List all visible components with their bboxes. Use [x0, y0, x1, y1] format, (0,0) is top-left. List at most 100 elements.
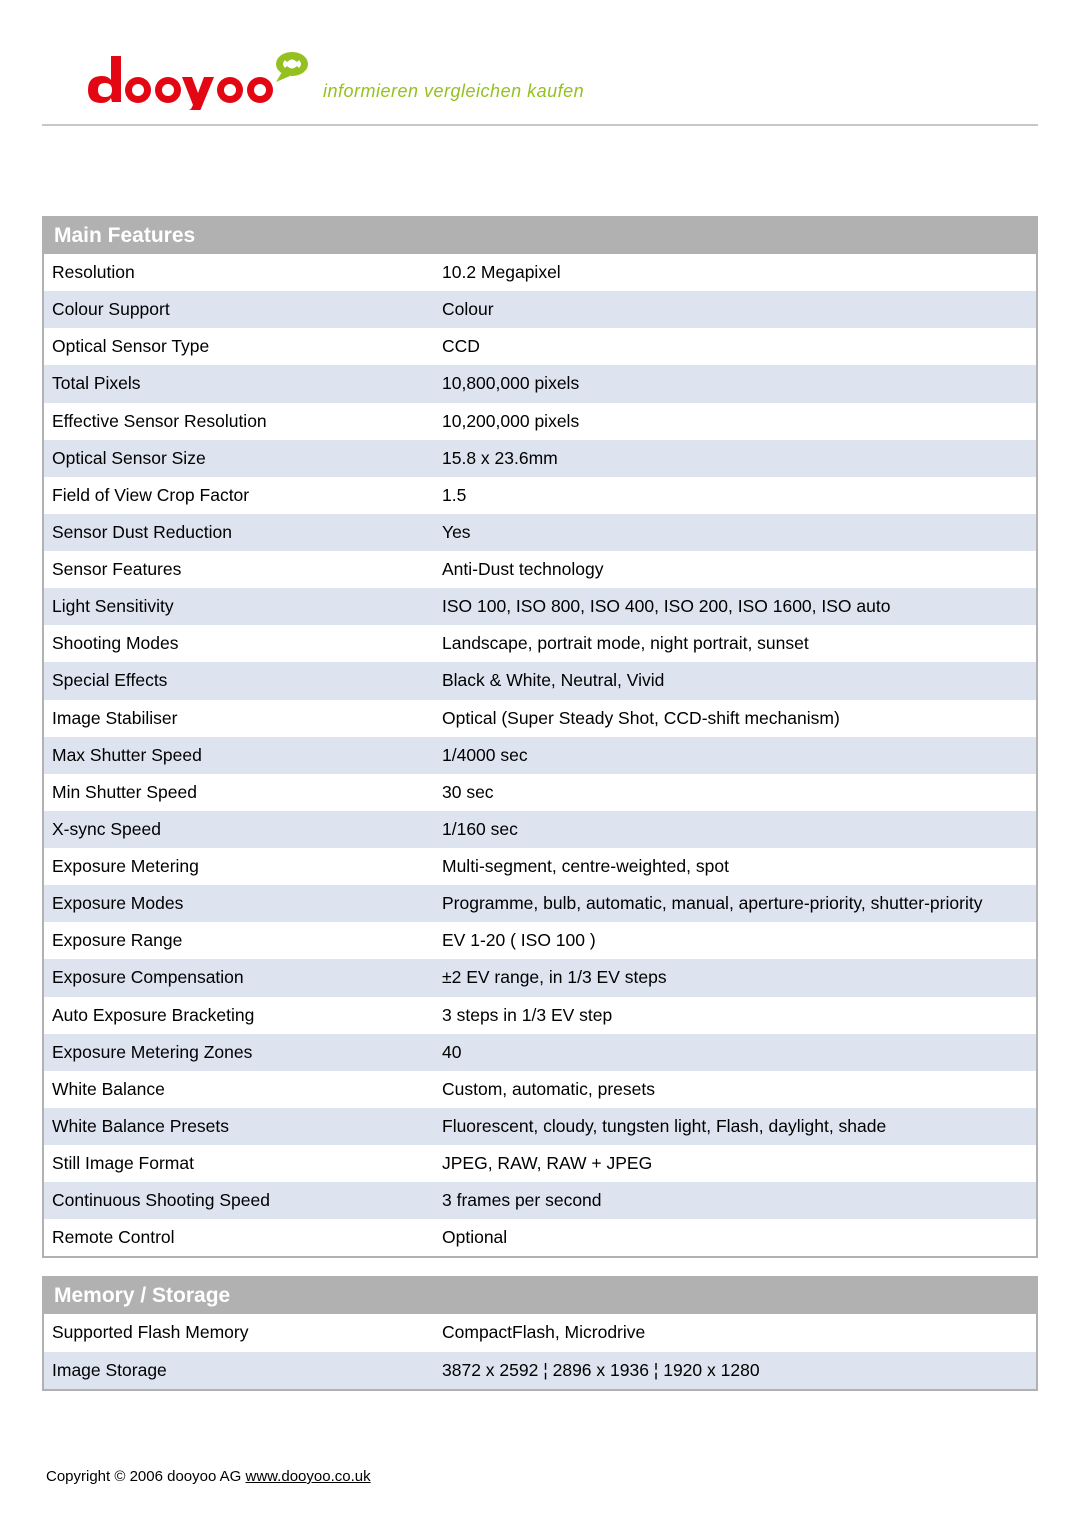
tagline: informieren vergleichen kaufen	[323, 81, 584, 102]
spec-label: Exposure Metering	[44, 848, 434, 885]
spec-label: Optical Sensor Type	[44, 328, 434, 365]
spec-value: CCD	[434, 328, 1036, 365]
spec-table: Supported Flash MemoryCompactFlash, Micr…	[44, 1314, 1036, 1388]
spec-value: 1/160 sec	[434, 811, 1036, 848]
table-row: Exposure RangeEV 1-20 ( ISO 100 )	[44, 922, 1036, 959]
spec-value: Multi-segment, centre-weighted, spot	[434, 848, 1036, 885]
table-row: Supported Flash MemoryCompactFlash, Micr…	[44, 1314, 1036, 1351]
table-row: Exposure Compensation±2 EV range, in 1/3…	[44, 959, 1036, 996]
table-row: Exposure ModesProgramme, bulb, automatic…	[44, 885, 1036, 922]
spec-value: Programme, bulb, automatic, manual, aper…	[434, 885, 1036, 922]
spec-table: Resolution10.2 MegapixelColour SupportCo…	[44, 254, 1036, 1256]
spec-label: Image Storage	[44, 1352, 434, 1389]
table-row: Shooting ModesLandscape, portrait mode, …	[44, 625, 1036, 662]
spec-label: Special Effects	[44, 662, 434, 699]
spec-section: Main FeaturesResolution10.2 MegapixelCol…	[42, 216, 1038, 1258]
speech-bubble-icon	[276, 52, 308, 82]
spec-value: ISO 100, ISO 800, ISO 400, ISO 200, ISO …	[434, 588, 1036, 625]
spec-value: Anti-Dust technology	[434, 551, 1036, 588]
spec-value: 3 steps in 1/3 EV step	[434, 997, 1036, 1034]
spec-label: Exposure Modes	[44, 885, 434, 922]
spec-value: Fluorescent, cloudy, tungsten light, Fla…	[434, 1108, 1036, 1145]
spec-value: 40	[434, 1034, 1036, 1071]
spec-value: 10,200,000 pixels	[434, 403, 1036, 440]
spec-value: JPEG, RAW, RAW + JPEG	[434, 1145, 1036, 1182]
spec-label: Sensor Features	[44, 551, 434, 588]
brand-header: informieren vergleichen kaufen	[42, 50, 1038, 110]
spec-label: Supported Flash Memory	[44, 1314, 434, 1351]
spec-label: Exposure Compensation	[44, 959, 434, 996]
spec-label: Exposure Metering Zones	[44, 1034, 434, 1071]
table-row: Sensor Dust ReductionYes	[44, 514, 1036, 551]
spec-value: CompactFlash, Microdrive	[434, 1314, 1036, 1351]
spec-value: Custom, automatic, presets	[434, 1071, 1036, 1108]
spec-label: Max Shutter Speed	[44, 737, 434, 774]
spec-value: Black & White, Neutral, Vivid	[434, 662, 1036, 699]
table-row: Continuous Shooting Speed3 frames per se…	[44, 1182, 1036, 1219]
spec-label: Resolution	[44, 254, 434, 291]
spec-label: Colour Support	[44, 291, 434, 328]
spec-value: Colour	[434, 291, 1036, 328]
table-row: Total Pixels10,800,000 pixels	[44, 365, 1036, 402]
table-row: Image Storage3872 x 2592 ¦ 2896 x 1936 ¦…	[44, 1352, 1036, 1389]
dooyoo-logo	[82, 50, 317, 110]
table-row: Still Image FormatJPEG, RAW, RAW + JPEG	[44, 1145, 1036, 1182]
table-row: Light SensitivityISO 100, ISO 800, ISO 4…	[44, 588, 1036, 625]
table-row: Sensor FeaturesAnti-Dust technology	[44, 551, 1036, 588]
spec-value: Landscape, portrait mode, night portrait…	[434, 625, 1036, 662]
spec-value: 3872 x 2592 ¦ 2896 x 1936 ¦ 1920 x 1280	[434, 1352, 1036, 1389]
spec-label: Continuous Shooting Speed	[44, 1182, 434, 1219]
spec-value: 30 sec	[434, 774, 1036, 811]
page-footer: Copyright © 2006 dooyoo AG www.dooyoo.co…	[46, 1468, 371, 1485]
spec-label: Remote Control	[44, 1219, 434, 1256]
spec-label: Sensor Dust Reduction	[44, 514, 434, 551]
section-header: Memory / Storage	[44, 1278, 1036, 1314]
spec-label: Image Stabiliser	[44, 700, 434, 737]
spec-value: 10.2 Megapixel	[434, 254, 1036, 291]
table-row: Exposure MeteringMulti-segment, centre-w…	[44, 848, 1036, 885]
spec-value: Optical (Super Steady Shot, CCD-shift me…	[434, 700, 1036, 737]
table-row: Image StabiliserOptical (Super Steady Sh…	[44, 700, 1036, 737]
spec-label: Exposure Range	[44, 922, 434, 959]
section-header: Main Features	[44, 218, 1036, 254]
header-divider	[42, 124, 1038, 126]
spec-section: Memory / StorageSupported Flash MemoryCo…	[42, 1276, 1038, 1390]
footer-link[interactable]: www.dooyoo.co.uk	[246, 1468, 371, 1485]
table-row: Colour SupportColour	[44, 291, 1036, 328]
spec-value: 1.5	[434, 477, 1036, 514]
table-row: Effective Sensor Resolution10,200,000 pi…	[44, 403, 1036, 440]
spec-label: Light Sensitivity	[44, 588, 434, 625]
spec-value: 1/4000 sec	[434, 737, 1036, 774]
spec-label: Auto Exposure Bracketing	[44, 997, 434, 1034]
table-row: Optical Sensor Size15.8 x 23.6mm	[44, 440, 1036, 477]
table-row: Exposure Metering Zones40	[44, 1034, 1036, 1071]
table-row: Remote ControlOptional	[44, 1219, 1036, 1256]
spec-value: Optional	[434, 1219, 1036, 1256]
spec-label: Min Shutter Speed	[44, 774, 434, 811]
spec-value: 10,800,000 pixels	[434, 365, 1036, 402]
table-row: Special EffectsBlack & White, Neutral, V…	[44, 662, 1036, 699]
table-row: Auto Exposure Bracketing3 steps in 1/3 E…	[44, 997, 1036, 1034]
spec-value: 15.8 x 23.6mm	[434, 440, 1036, 477]
spec-label: Shooting Modes	[44, 625, 434, 662]
table-row: Min Shutter Speed30 sec	[44, 774, 1036, 811]
spec-label: Still Image Format	[44, 1145, 434, 1182]
spec-label: White Balance	[44, 1071, 434, 1108]
table-row: White Balance PresetsFluorescent, cloudy…	[44, 1108, 1036, 1145]
table-row: X-sync Speed1/160 sec	[44, 811, 1036, 848]
table-row: White BalanceCustom, automatic, presets	[44, 1071, 1036, 1108]
copyright-text: Copyright © 2006 dooyoo AG	[46, 1468, 246, 1485]
spec-label: Total Pixels	[44, 365, 434, 402]
table-row: Max Shutter Speed1/4000 sec	[44, 737, 1036, 774]
spec-value: 3 frames per second	[434, 1182, 1036, 1219]
spec-label: X-sync Speed	[44, 811, 434, 848]
spec-value: EV 1-20 ( ISO 100 )	[434, 922, 1036, 959]
table-row: Resolution10.2 Megapixel	[44, 254, 1036, 291]
spec-label: White Balance Presets	[44, 1108, 434, 1145]
table-row: Field of View Crop Factor1.5	[44, 477, 1036, 514]
table-row: Optical Sensor TypeCCD	[44, 328, 1036, 365]
spec-label: Effective Sensor Resolution	[44, 403, 434, 440]
spec-value: Yes	[434, 514, 1036, 551]
spec-value: ±2 EV range, in 1/3 EV steps	[434, 959, 1036, 996]
spec-label: Field of View Crop Factor	[44, 477, 434, 514]
